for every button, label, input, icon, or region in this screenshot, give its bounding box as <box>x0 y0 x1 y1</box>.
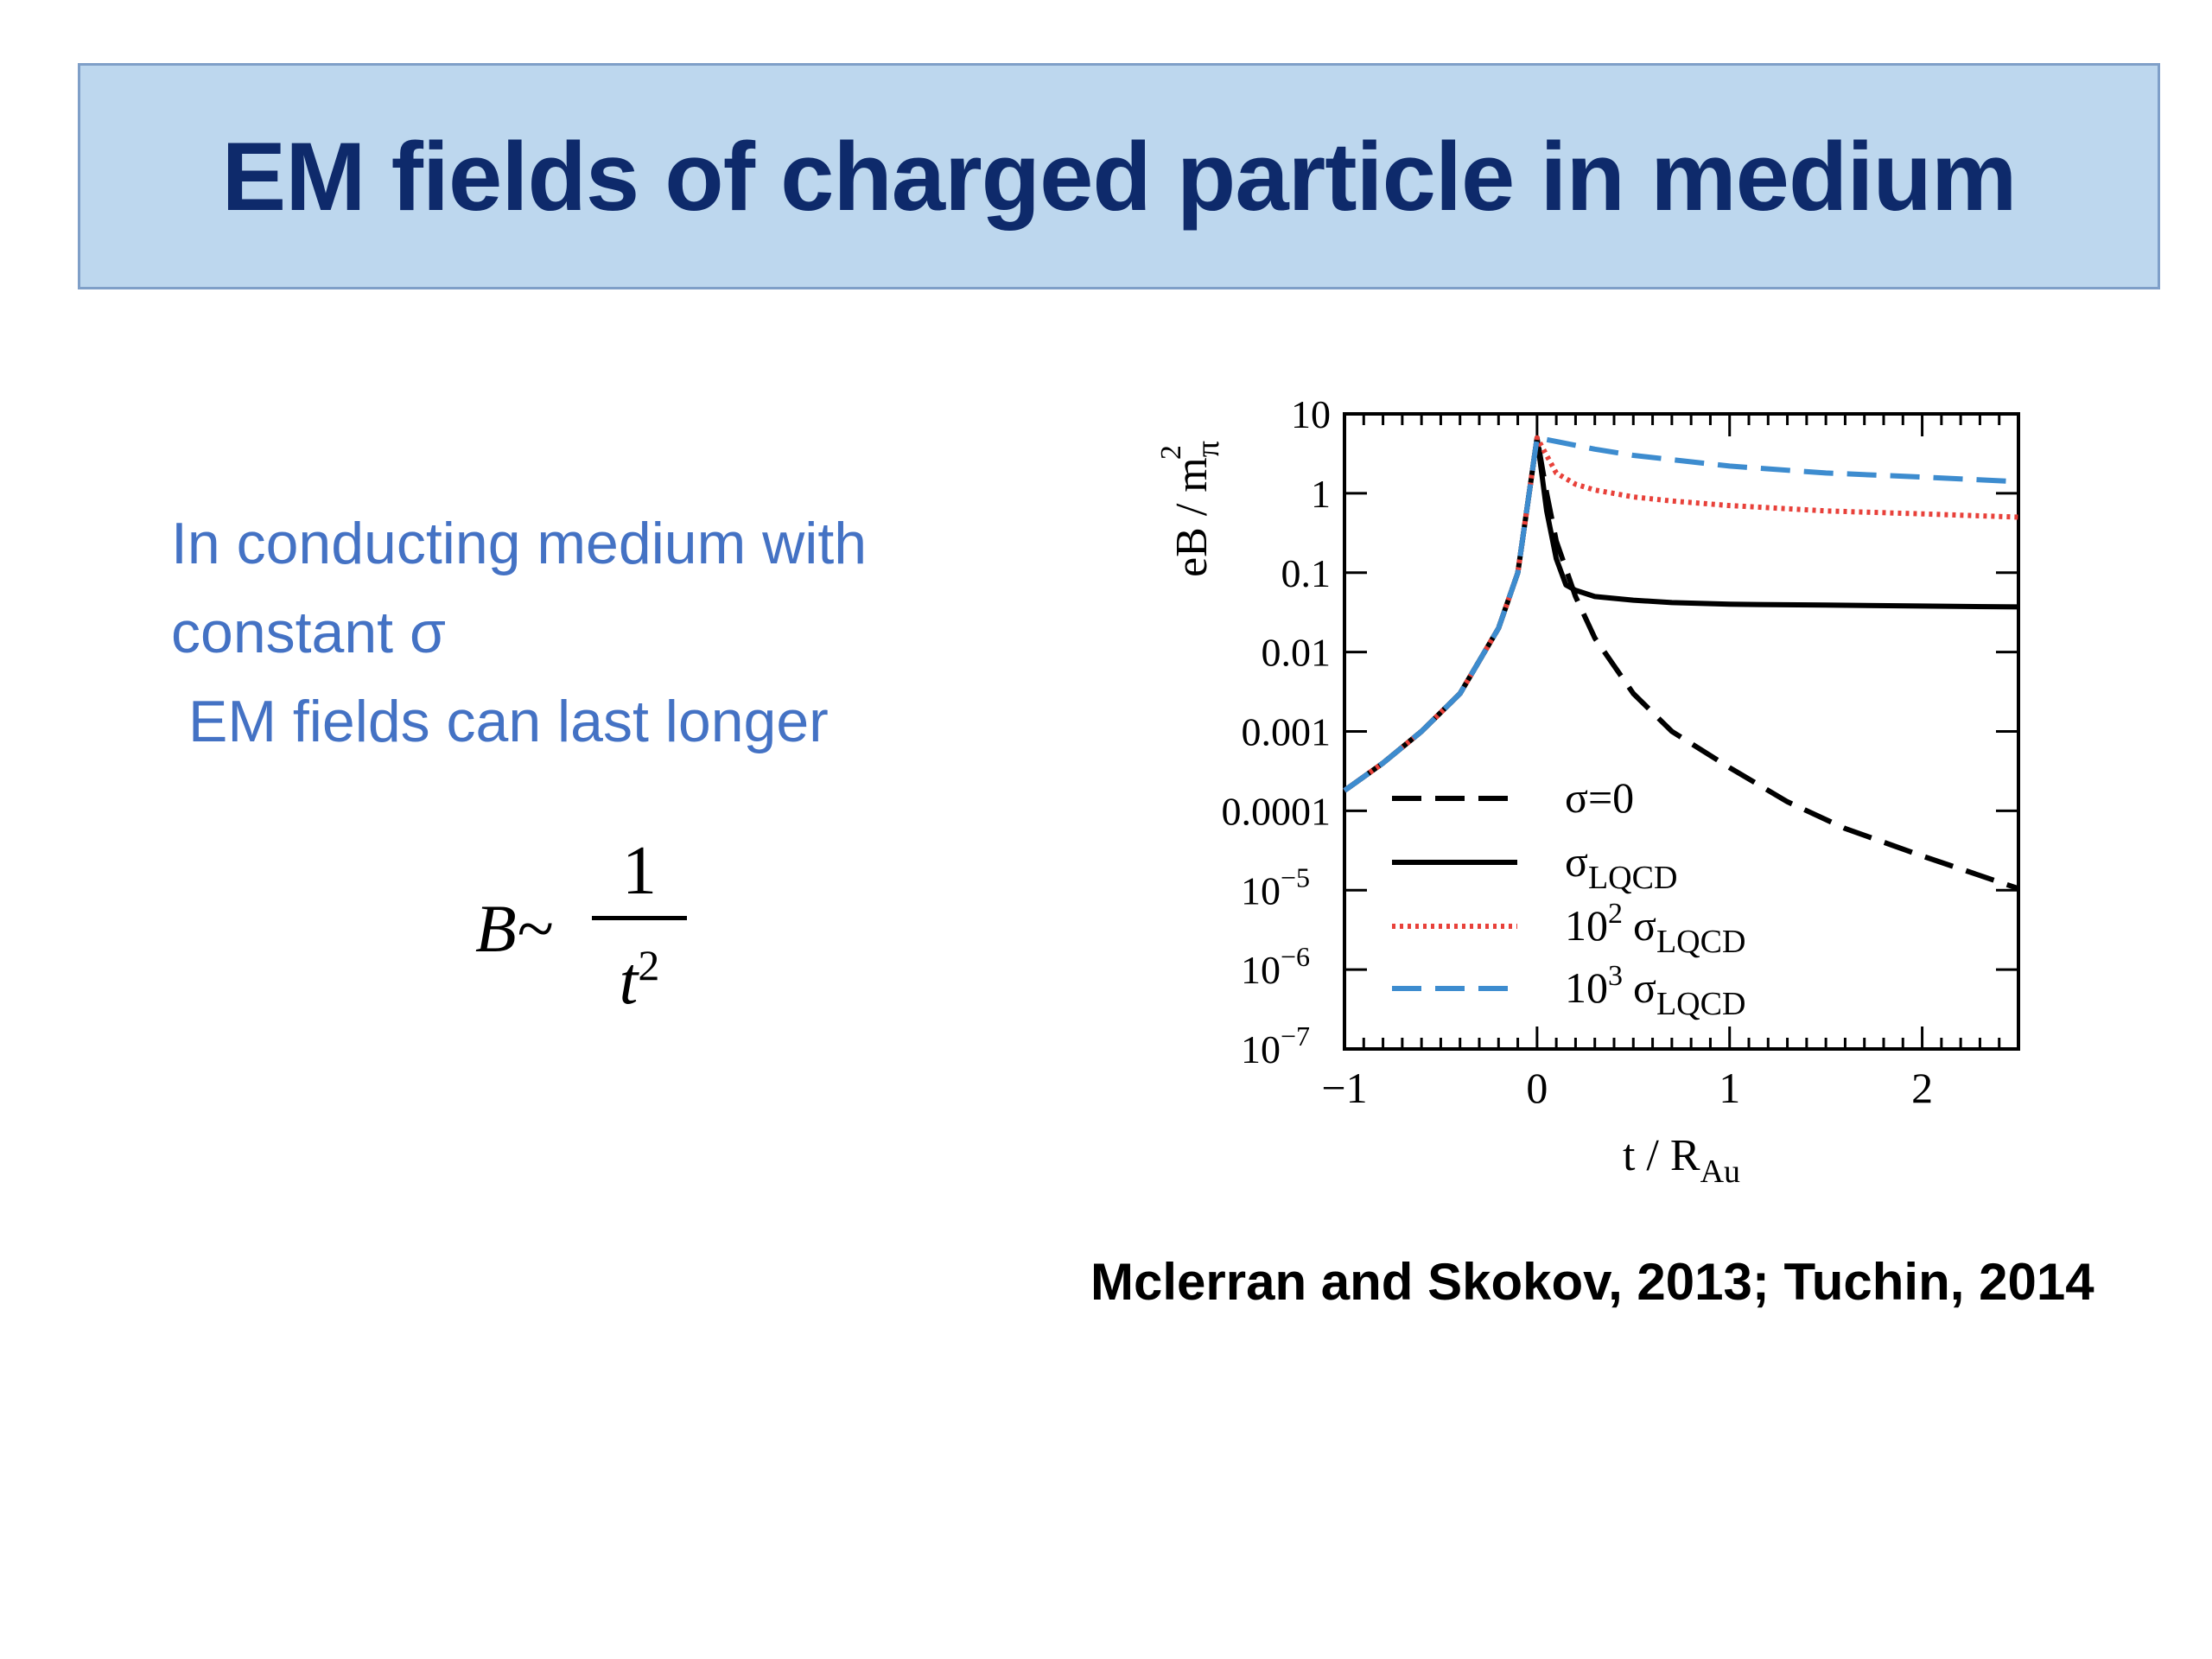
formula-denominator: t2 <box>592 924 687 1022</box>
series-line <box>1343 435 2019 892</box>
y-tick-label: 0.1 <box>1281 551 1332 595</box>
y-tick-label-exp: −7 <box>1281 1020 1310 1052</box>
y-tick-label-exp: −5 <box>1281 861 1310 893</box>
legend-prefix: 10 <box>1565 963 1608 1012</box>
legend-sub: LQCD <box>1588 860 1677 896</box>
formula-fraction: 1 t2 <box>592 830 687 1022</box>
series-line <box>1343 435 2019 793</box>
y-tick-label-base: 10 <box>1241 868 1281 912</box>
series-line <box>1343 435 2019 793</box>
x-tick-label: −1 <box>1321 1064 1367 1112</box>
legend-main: σ=0 <box>1565 773 1634 822</box>
legend-main: σ <box>1633 901 1656 950</box>
body-line-1: In conducting medium with <box>171 511 868 576</box>
formula-lhs: B~ <box>475 891 553 966</box>
y-tick-label: 0.01 <box>1262 631 1332 675</box>
x-tick-label: 0 <box>1526 1064 1548 1112</box>
legend-main: σ <box>1565 837 1588 886</box>
legend-prefix: 10 <box>1565 901 1608 950</box>
legend-sub: LQCD <box>1656 986 1745 1022</box>
legend-exp: 2 <box>1608 898 1623 930</box>
legend-sub: LQCD <box>1656 924 1745 960</box>
y-tick-label: 0.001 <box>1242 710 1332 754</box>
fraction-bar <box>592 916 687 920</box>
x-tick-label: 2 <box>1911 1064 1933 1112</box>
chart-series <box>1343 435 2019 892</box>
body-line-3: EM fields can last longer <box>188 689 829 754</box>
legend-label: σ=0 <box>1565 773 1634 822</box>
legend-main: σ <box>1633 963 1656 1012</box>
body-line-2: constant σ <box>171 600 446 665</box>
legend-label: 103 σLQCD <box>1565 960 1745 1022</box>
legend-exp: 3 <box>1608 960 1623 992</box>
formula-denominator-exp: 2 <box>638 941 660 989</box>
formula-numerator: 1 <box>622 833 657 909</box>
formula: B~ 1 t2 <box>475 830 700 1018</box>
citation: Mclerran and Skokov, 2013; Tuchin, 2014 <box>1090 1253 2094 1311</box>
body-text: In conducting medium with constant σ EM … <box>171 499 1078 766</box>
y-axis-label: eB / mπ2 <box>1155 441 1226 577</box>
title-banner: EM fields of charged particle in medium <box>78 63 2160 289</box>
slide-title: EM fields of charged particle in medium <box>221 122 2018 231</box>
formula-denominator-base: t <box>619 943 639 1018</box>
y-tick-label-base: 10 <box>1241 1027 1281 1071</box>
series-line <box>1343 435 2019 793</box>
legend-label: 102 σLQCD <box>1565 898 1745 960</box>
x-tick-label: 1 <box>1719 1064 1740 1112</box>
y-tick-label: 0.0001 <box>1222 789 1332 833</box>
y-tick-label: 10−5 <box>1241 861 1310 912</box>
y-tick-label-exp: −6 <box>1281 941 1310 972</box>
y-tick-label: 10 <box>1291 392 1331 436</box>
y-tick-label-base: 10 <box>1241 948 1281 992</box>
x-axis-label: t / RAu <box>1623 1131 1740 1190</box>
y-tick-label: 1 <box>1311 472 1331 516</box>
legend-label: σLQCD <box>1565 837 1677 896</box>
y-tick-label: 10−7 <box>1241 1020 1310 1071</box>
y-tick-label: 10−6 <box>1241 941 1310 992</box>
